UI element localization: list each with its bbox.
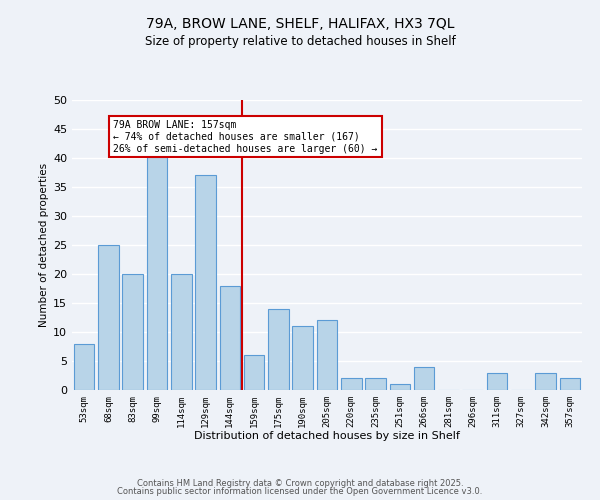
Y-axis label: Number of detached properties: Number of detached properties (39, 163, 49, 327)
Bar (535, 372, 556, 390)
Bar (195, 176, 216, 390)
Bar (268, 309, 289, 390)
Text: 79A, BROW LANE, SHELF, HALIFAX, HX3 7QL: 79A, BROW LANE, SHELF, HALIFAX, HX3 7QL (146, 18, 454, 32)
Bar (220, 286, 240, 390)
Bar (317, 320, 337, 390)
Bar (365, 378, 386, 390)
Text: Size of property relative to detached houses in Shelf: Size of property relative to detached ho… (145, 35, 455, 48)
X-axis label: Distribution of detached houses by size in Shelf: Distribution of detached houses by size … (194, 432, 460, 442)
Bar (122, 274, 143, 390)
Bar (292, 326, 313, 390)
Bar (171, 274, 191, 390)
Bar (487, 372, 508, 390)
Bar (389, 384, 410, 390)
Bar (244, 355, 265, 390)
Bar (414, 367, 434, 390)
Text: 79A BROW LANE: 157sqm
← 74% of detached houses are smaller (167)
26% of semi-det: 79A BROW LANE: 157sqm ← 74% of detached … (113, 120, 377, 154)
Text: Contains public sector information licensed under the Open Government Licence v3: Contains public sector information licen… (118, 487, 482, 496)
Bar (98, 245, 119, 390)
Bar (74, 344, 94, 390)
Bar (341, 378, 362, 390)
Text: Contains HM Land Registry data © Crown copyright and database right 2025.: Contains HM Land Registry data © Crown c… (137, 478, 463, 488)
Bar (560, 378, 580, 390)
Bar (146, 146, 167, 390)
